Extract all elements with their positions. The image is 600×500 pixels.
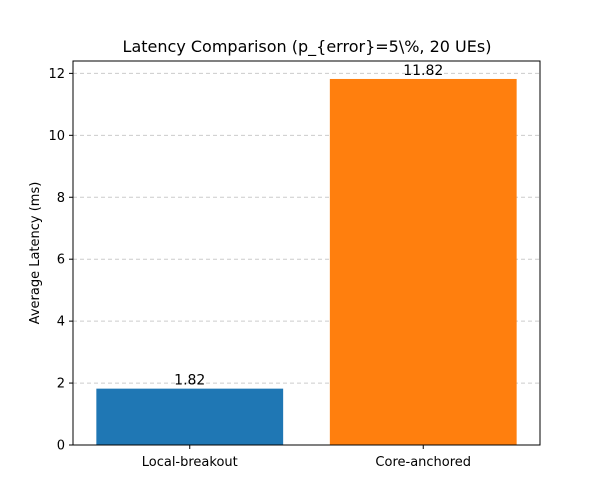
y-tick-label: 4 <box>57 315 65 330</box>
bar <box>329 78 517 445</box>
bars: 1.82 11.82 <box>96 63 517 445</box>
bar-value-label: 11.82 <box>403 63 443 79</box>
axes: 0 2 4 6 8 10 12 Local-breakout Core-anchored <box>48 60 541 470</box>
y-tick-label: 12 <box>48 67 65 82</box>
bar <box>96 388 284 445</box>
gridlines <box>73 72 540 446</box>
y-tick-label: 8 <box>57 191 65 206</box>
y-tick-label: 0 <box>57 439 65 454</box>
plot-frame <box>72 60 541 446</box>
bar-value-label: 1.82 <box>174 373 205 389</box>
x-tick-label: Core-anchored <box>375 455 471 470</box>
y-tick-label: 6 <box>57 253 65 268</box>
y-tick-label: 2 <box>57 377 65 392</box>
chart-title: Latency Comparison (p_{error}=5\%, 20 UE… <box>123 37 492 57</box>
y-tick-label: 10 <box>48 129 65 144</box>
y-axis-label: Average Latency (ms) <box>28 182 43 325</box>
x-tick-label: Local-breakout <box>142 455 238 470</box>
